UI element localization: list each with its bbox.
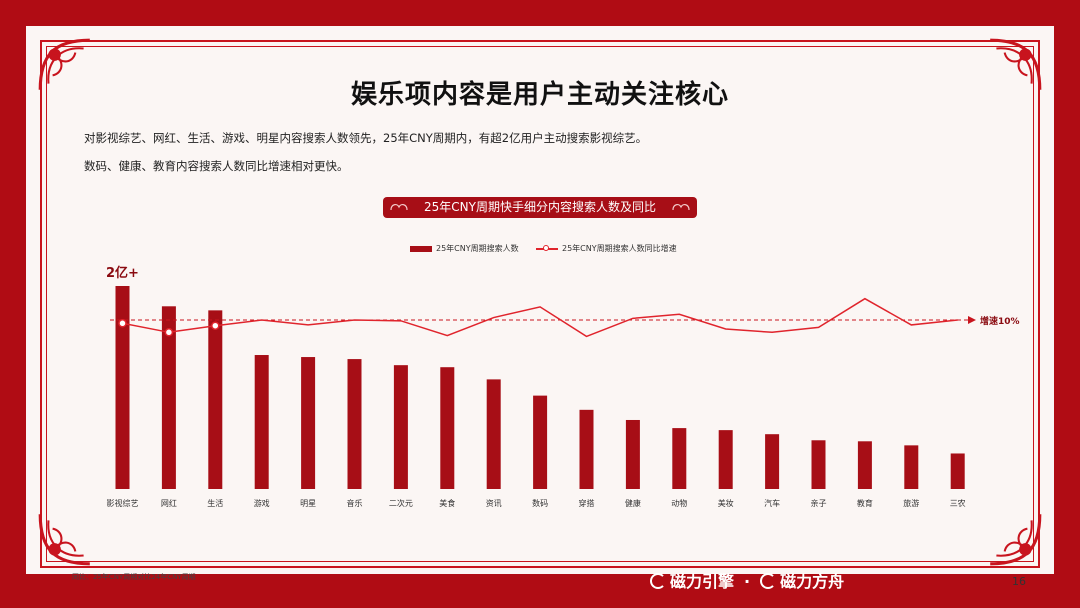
page-number: 16 [1012, 575, 1026, 588]
bar-2 [208, 310, 223, 489]
description-line-1: 对影视综艺、网红、生活、游戏、明星内容搜索人数领先，25年CNY周期内，有超2亿… [84, 131, 648, 145]
growth-line [122, 297, 958, 338]
decorative-border [40, 40, 1040, 568]
legend-item-line: 25年CNY周期搜索人数同比增速 [536, 243, 677, 254]
reference-line-label: 增速10% [980, 315, 1020, 327]
chart-title: 25年CNY周期快手细分内容搜索人数及同比 [424, 200, 656, 214]
footnote: 同比：25年CNY周期对比24年CNY周期 [72, 573, 196, 581]
x-tick-label: 明星 [300, 499, 316, 508]
bar-14 [765, 434, 780, 489]
x-tick-label: 二次元 [389, 498, 413, 508]
bar-7 [440, 367, 455, 489]
cloud-ornament-icon [390, 204, 408, 211]
line-point-2 [211, 321, 220, 330]
x-tick-label: 汽车 [764, 498, 780, 508]
x-tick-label: 音乐 [347, 498, 363, 508]
page-title: 娱乐项内容是用户主动关注核心 [350, 80, 729, 110]
x-tick-label: 影视综艺 [107, 498, 139, 508]
x-tick-label: 美妆 [718, 498, 734, 508]
x-tick-label: 生活 [207, 498, 223, 508]
chart-title-banner: 25年CNY周期快手细分内容搜索人数及同比 [383, 197, 697, 218]
corner-ornament-icon [990, 514, 1042, 566]
bar-5 [347, 359, 362, 489]
legend-label-bar: 25年CNY周期搜索人数 [436, 244, 519, 253]
bar-top-label: 2亿+ [106, 265, 139, 281]
bar-12 [672, 428, 687, 489]
bar-4 [301, 357, 316, 489]
x-tick-label: 数码 [532, 498, 548, 508]
x-tick-label: 资讯 [486, 498, 502, 508]
bar-swatch-icon [410, 245, 432, 252]
bar-16 [857, 441, 872, 489]
bar-3 [254, 355, 269, 489]
line-swatch-icon [536, 244, 558, 251]
brand-logo-icon [760, 573, 777, 589]
brand-separator: · [744, 572, 751, 591]
legend-item-bar: 25年CNY周期搜索人数 [410, 243, 519, 254]
brand-name-2: 磁力方舟 [780, 572, 845, 591]
bar-9 [533, 395, 548, 489]
bar-10 [579, 409, 594, 489]
description-line-2: 数码、健康、教育内容搜索人数同比增速相对更快。 [84, 159, 349, 173]
decorative-border-inner [46, 46, 1034, 562]
x-tick-label: 穿搭 [579, 498, 595, 508]
brand-logos: 磁力引擎 · 磁力方舟 [650, 568, 844, 592]
bar-1 [161, 306, 176, 489]
x-tick-label: 教育 [857, 498, 873, 508]
cloud-ornament-icon [672, 204, 690, 211]
corner-ornament-icon [990, 38, 1042, 90]
brand-name-1: 磁力引擎 [670, 572, 735, 591]
line-point-0 [118, 319, 127, 328]
corner-ornament-icon [38, 38, 90, 90]
bar-8 [486, 379, 501, 489]
bar-13 [718, 430, 733, 489]
x-tick-label: 动物 [671, 498, 687, 508]
bar-18 [950, 453, 965, 489]
x-tick-label: 旅游 [903, 498, 919, 508]
bar-11 [625, 419, 640, 489]
bar-15 [811, 440, 826, 489]
line-point-1 [164, 328, 174, 337]
brand-logo-icon [650, 573, 666, 589]
bar-6 [393, 365, 408, 489]
legend-label-line: 25年CNY周期搜索人数同比增速 [562, 244, 677, 253]
corner-ornament-icon [38, 514, 90, 566]
bar-0 [115, 286, 130, 489]
x-tick-label: 亲子 [811, 498, 827, 508]
bar-17 [904, 445, 919, 489]
x-tick-label: 网红 [161, 498, 177, 508]
x-tick-label: 健康 [625, 498, 641, 508]
x-tick-label: 三农 [950, 498, 966, 508]
reference-arrow-icon [968, 316, 976, 324]
x-tick-label: 美食 [439, 498, 455, 508]
x-tick-label: 游戏 [254, 498, 270, 508]
